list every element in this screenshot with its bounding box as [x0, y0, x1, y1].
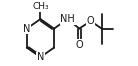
Text: CH₃: CH₃ — [32, 2, 49, 11]
Text: O: O — [87, 16, 95, 26]
Text: N: N — [37, 52, 44, 62]
Text: O: O — [75, 40, 83, 50]
Text: NH: NH — [60, 14, 75, 24]
Text: N: N — [23, 24, 30, 34]
